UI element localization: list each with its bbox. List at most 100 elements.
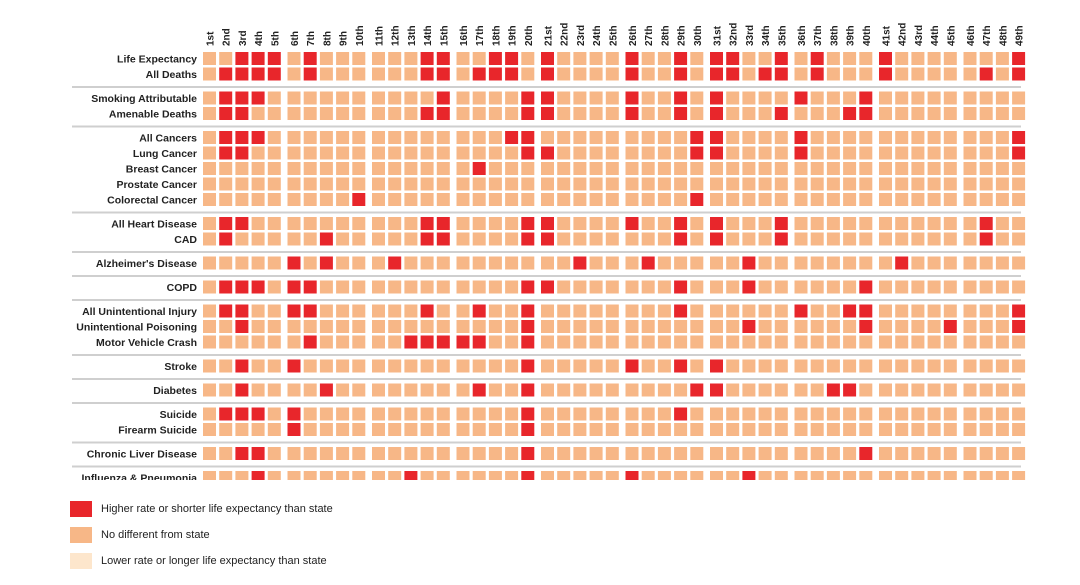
- cell-same: [657, 407, 671, 421]
- cell-same: [927, 193, 941, 206]
- cell-same: [557, 107, 571, 120]
- cell-same: [641, 304, 655, 318]
- cell-same: [420, 407, 434, 421]
- column-header-13th: 13th: [407, 25, 418, 46]
- cell-same: [436, 146, 450, 160]
- cell-same: [726, 146, 740, 160]
- cell-same: [557, 162, 571, 175]
- cell-higher: [794, 304, 808, 318]
- cell-same: [267, 423, 281, 436]
- cell-same: [319, 471, 333, 480]
- cell-higher: [641, 256, 655, 270]
- cell-same: [963, 471, 977, 480]
- cell-same: [1012, 359, 1026, 373]
- cell-same: [843, 217, 857, 230]
- column-header-42nd: 42nd: [898, 23, 909, 46]
- cell-same: [810, 471, 824, 480]
- cell-same: [979, 407, 993, 421]
- cell-same: [726, 131, 740, 144]
- cell-same: [488, 304, 502, 318]
- cell-same: [388, 471, 402, 480]
- cell-same: [404, 304, 418, 318]
- cell-same: [472, 52, 486, 65]
- cell-same: [456, 232, 470, 246]
- cell-same: [742, 131, 756, 144]
- cell-same: [267, 256, 281, 270]
- cell-higher: [843, 304, 857, 318]
- cell-same: [404, 91, 418, 105]
- cell-same: [690, 407, 704, 421]
- cell-same: [352, 383, 366, 397]
- cell-same: [589, 471, 603, 480]
- cell-same: [995, 359, 1009, 373]
- cell-same: [352, 52, 366, 65]
- cell-higher: [521, 131, 535, 144]
- cell-same: [352, 447, 366, 460]
- cell-same: [203, 280, 216, 294]
- cell-same: [943, 52, 957, 65]
- cell-higher: [219, 407, 233, 421]
- cell-higher: [505, 52, 519, 65]
- cell-same: [826, 131, 840, 144]
- cell-same: [436, 407, 450, 421]
- cell-same: [742, 193, 756, 206]
- cell-same: [657, 217, 671, 230]
- cell-same: [388, 359, 402, 373]
- cell-same: [1012, 91, 1026, 105]
- cell-same: [774, 162, 788, 175]
- cell-higher: [521, 146, 535, 160]
- cell-same: [794, 359, 808, 373]
- column-header-44th: 44th: [930, 25, 941, 46]
- cell-higher: [794, 131, 808, 144]
- cell-higher: [404, 471, 418, 480]
- cell-same: [436, 256, 450, 270]
- cell-same: [943, 280, 957, 294]
- cell-same: [472, 447, 486, 460]
- cell-same: [963, 280, 977, 294]
- cell-same: [319, 162, 333, 175]
- cell-same: [573, 107, 587, 120]
- cell-same: [589, 383, 603, 397]
- cell-same: [810, 162, 824, 175]
- cell-same: [979, 52, 993, 65]
- cell-same: [203, 193, 216, 206]
- cell-same: [388, 423, 402, 436]
- cell-higher: [573, 256, 587, 270]
- cell-same: [879, 383, 892, 397]
- cell-same: [303, 177, 317, 191]
- cell-same: [251, 383, 265, 397]
- cell-higher: [235, 67, 249, 81]
- cell-same: [336, 447, 350, 460]
- cell-same: [943, 383, 957, 397]
- cell-higher: [541, 146, 554, 160]
- cell-higher: [674, 91, 688, 105]
- cell-same: [895, 423, 909, 436]
- cell-same: [557, 383, 571, 397]
- cell-same: [995, 280, 1009, 294]
- cell-higher: [879, 67, 892, 81]
- cell-same: [573, 359, 587, 373]
- cell-same: [605, 280, 619, 294]
- cell-same: [557, 423, 571, 436]
- cell-same: [541, 256, 554, 270]
- cell-same: [573, 162, 587, 175]
- cell-same: [472, 423, 486, 436]
- cell-same: [927, 304, 941, 318]
- cell-higher: [251, 280, 265, 294]
- legend-item-higher: Higher rate or shorter life expectancy t…: [70, 496, 470, 522]
- cell-higher: [235, 320, 249, 333]
- cell-same: [794, 52, 808, 65]
- cell-same: [203, 162, 216, 175]
- cell-same: [726, 383, 740, 397]
- cell-same: [372, 423, 385, 436]
- cell-higher: [521, 304, 535, 318]
- cell-same: [895, 304, 909, 318]
- cell-same: [625, 162, 639, 175]
- cell-same: [388, 177, 402, 191]
- cell-same: [235, 335, 249, 349]
- cell-same: [267, 407, 281, 421]
- cell-same: [352, 217, 366, 230]
- cell-same: [625, 304, 639, 318]
- cell-same: [557, 131, 571, 144]
- cell-same: [488, 107, 502, 120]
